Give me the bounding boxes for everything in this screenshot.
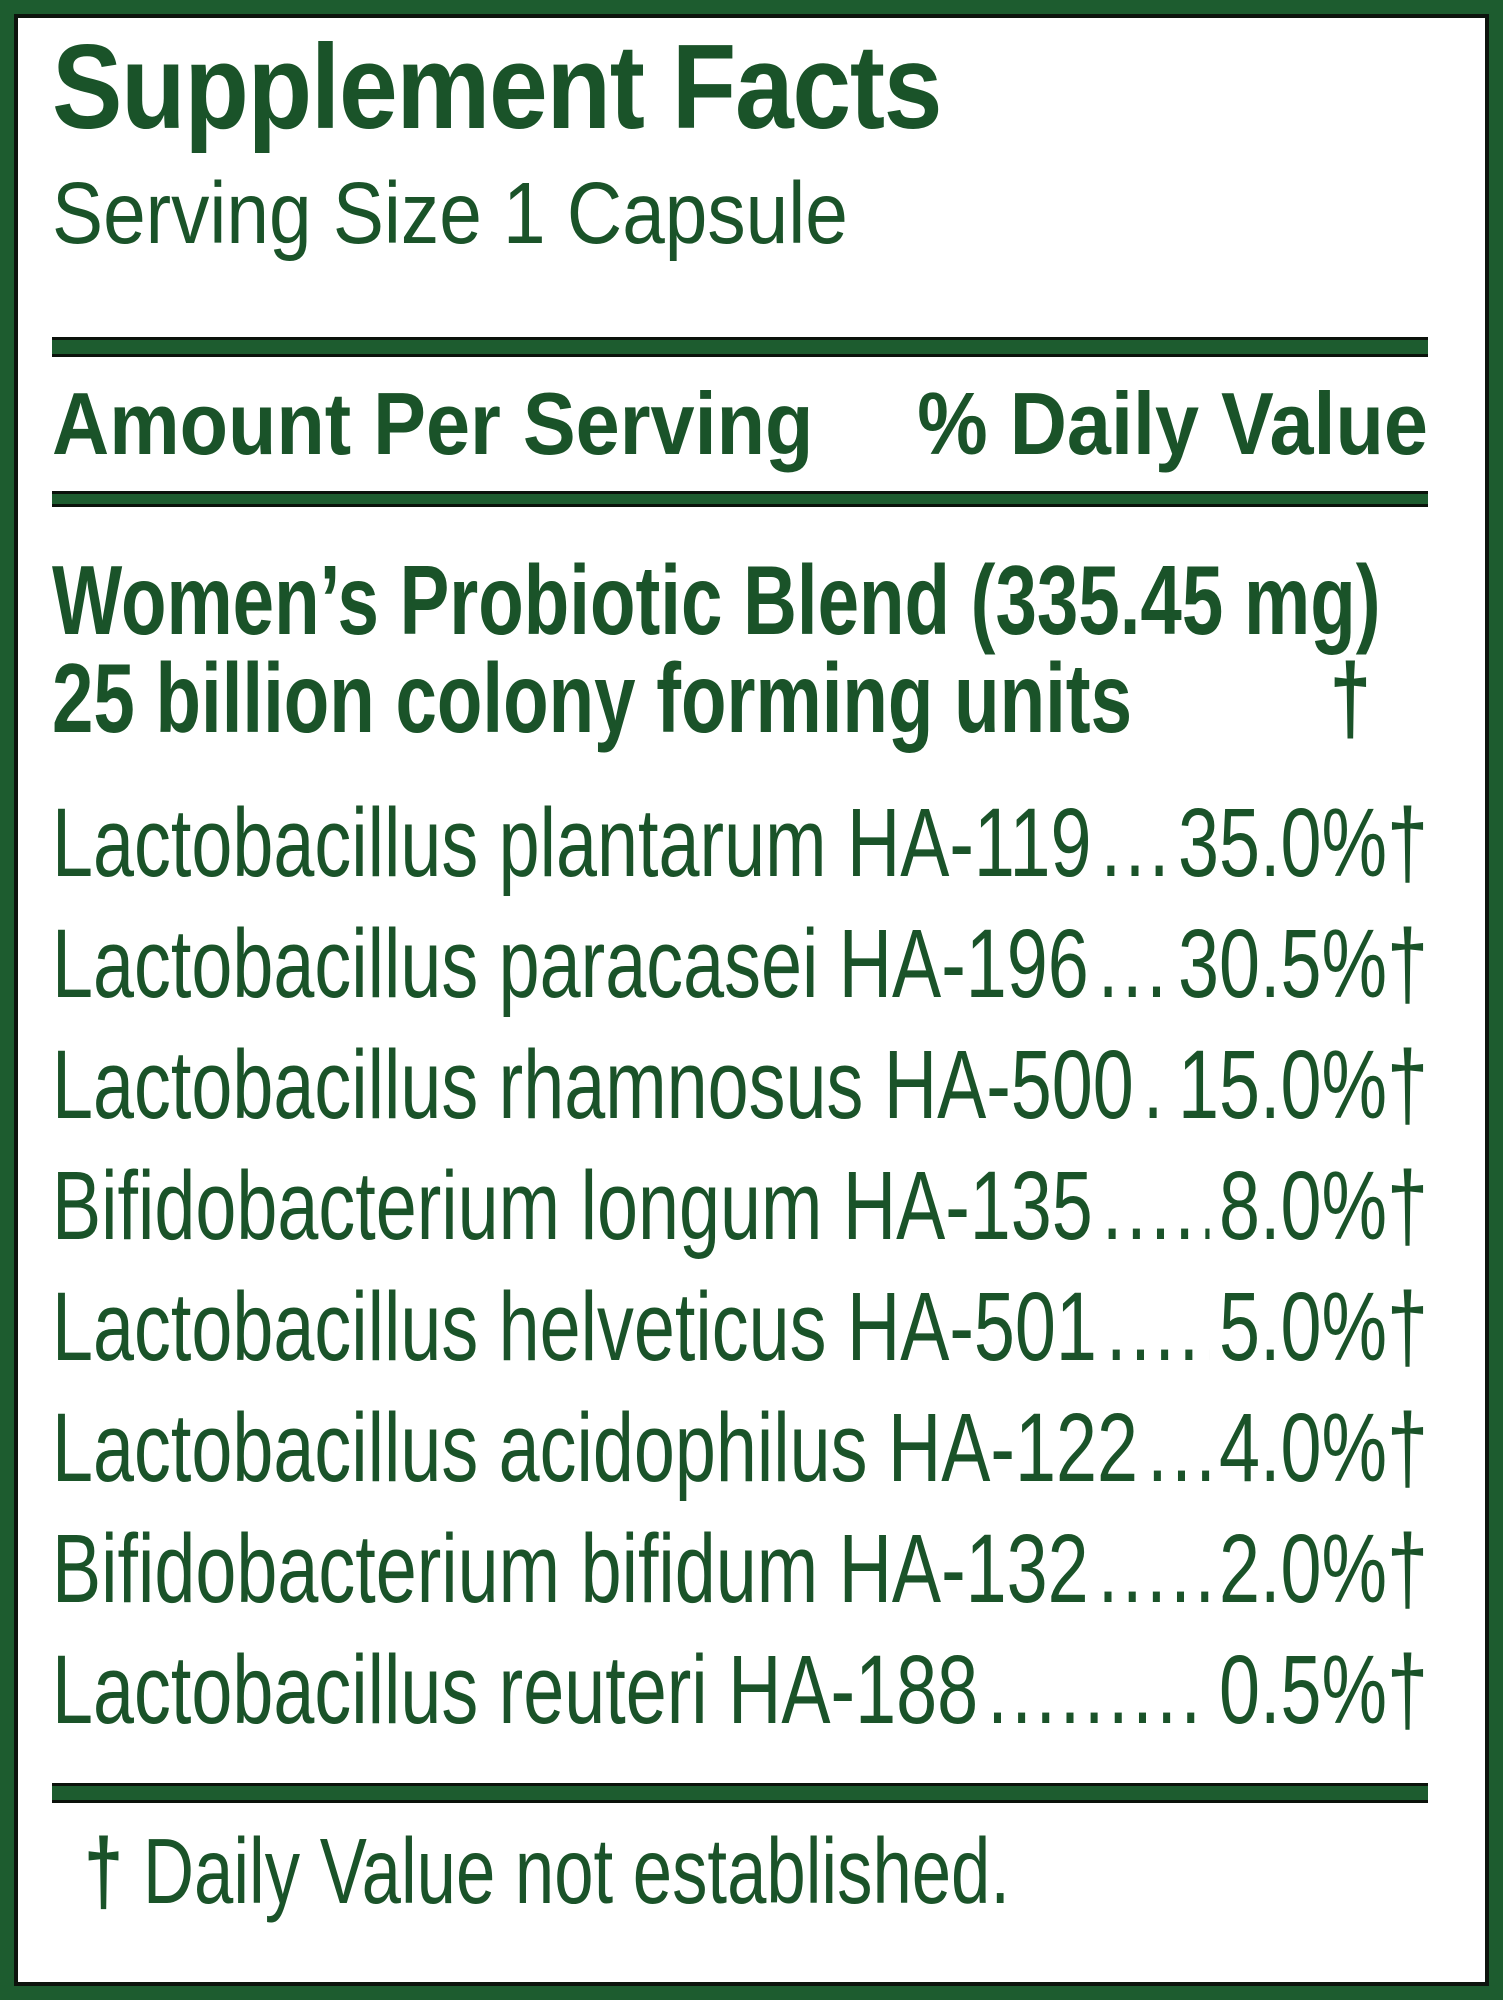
footnote-dagger: †	[83, 1819, 124, 1923]
serving-size-text: Serving Size 1 Capsule	[52, 165, 848, 262]
ingredient-value: 5.0%†	[1218, 1272, 1429, 1381]
ingredient-value: 2.0%†	[1218, 1514, 1429, 1623]
ingredient-name: Lactobacillus acidophilus HA-122	[52, 1393, 1138, 1502]
ingredient-name: Bifidobacterium longum HA-135	[52, 1151, 1093, 1260]
ingredient-name: Lactobacillus paracasei HA-196	[52, 909, 1089, 1018]
thick-divider-bottom	[52, 1783, 1428, 1803]
column-header-row: Amount Per Serving % Daily Value	[52, 380, 1428, 468]
ingredient-name: Bifidobacterium bifidum HA-132	[52, 1514, 1089, 1623]
ingredient-name: Lactobacillus plantarum HA-119	[52, 788, 1092, 897]
ingredient-value: 8.0%†	[1218, 1151, 1429, 1260]
supplement-facts-title: Supplement Facts	[52, 20, 943, 154]
leader-dots: ...	[1100, 788, 1169, 897]
ingredient-row: Lactobacillus reuteri HA-188 ...........…	[52, 1629, 1428, 1750]
footnote: † Daily Value not established.	[52, 1825, 1460, 1918]
ingredient-row: Lactobacillus helveticus HA-501 ...... 5…	[52, 1266, 1428, 1387]
column-header-daily-value: % Daily Value	[917, 374, 1428, 473]
ingredient-list: Lactobacillus plantarum HA-119 ... 35.0%…	[52, 782, 1428, 1750]
thick-divider-header	[52, 491, 1428, 507]
ingredient-value: 15.0%†	[1177, 1030, 1429, 1139]
ingredient-value: 4.0%†	[1218, 1393, 1429, 1502]
leader-dots: ....	[1147, 1393, 1210, 1502]
ingredient-row: Lactobacillus acidophilus HA-122 .... 4.…	[52, 1387, 1428, 1508]
ingredient-value: 35.0%†	[1177, 788, 1429, 897]
ingredient-row: Lactobacillus paracasei HA-196 ..... 30.…	[52, 903, 1428, 1024]
leader-dots: ............	[987, 1635, 1210, 1744]
blend-section: Women’s Probiotic Blend (335.45 mg) 25 b…	[52, 551, 1428, 747]
leader-dots: ...	[1142, 1030, 1169, 1139]
supplement-facts-inner-frame: Supplement Facts Serving Size 1 Capsule …	[14, 14, 1489, 1986]
ingredient-name: Lactobacillus rhamnosus HA-500	[52, 1030, 1134, 1139]
ingredient-row: Lactobacillus plantarum HA-119 ... 35.0%…	[52, 782, 1428, 903]
footnote-text: Daily Value not established.	[142, 1819, 1011, 1923]
thick-divider-top	[52, 337, 1428, 357]
ingredient-value: 0.5%†	[1218, 1635, 1429, 1744]
ingredient-name: Lactobacillus reuteri HA-188	[52, 1635, 979, 1744]
column-header-amount: Amount Per Serving	[52, 374, 814, 473]
leader-dots: .....	[1101, 1151, 1210, 1260]
leader-dots: .....	[1097, 909, 1169, 1018]
leader-dots: .....	[1097, 1514, 1210, 1623]
ingredient-row: Bifidobacterium bifidum HA-132 ..... 2.0…	[52, 1508, 1428, 1629]
ingredient-row: Lactobacillus rhamnosus HA-500 ... 15.0%…	[52, 1024, 1428, 1145]
leader-dots: ......	[1106, 1272, 1210, 1381]
ingredient-value: 30.5%†	[1177, 909, 1429, 1018]
blend-units: 25 billion colony forming units	[52, 643, 1133, 753]
blend-name: Women’s Probiotic Blend (335.45 mg)	[52, 545, 1381, 655]
blend-units-row: 25 billion colony forming units †	[52, 649, 1428, 747]
ingredient-row: Bifidobacterium longum HA-135 ..... 8.0%…	[52, 1145, 1428, 1266]
ingredient-name: Lactobacillus helveticus HA-501	[52, 1272, 1097, 1381]
blend-daily-value-dagger: †	[1329, 643, 1372, 753]
